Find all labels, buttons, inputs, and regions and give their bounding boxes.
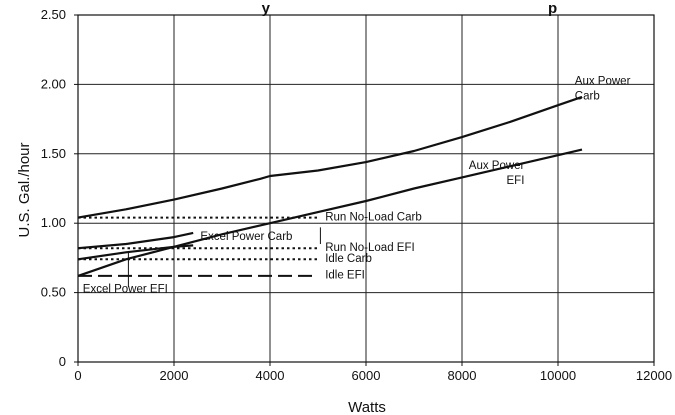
x-tick-label-8000: 8000 bbox=[448, 368, 477, 383]
x-tick-label-4000: 4000 bbox=[256, 368, 285, 383]
x-tick-label-12000: 12000 bbox=[636, 368, 672, 383]
y-tick-label-5: 2.50 bbox=[41, 7, 66, 22]
annotation-idle-efi: Idle EFI bbox=[325, 270, 365, 282]
y-tick-label-2: 1.00 bbox=[41, 215, 66, 230]
x-tick-label-2000: 2000 bbox=[160, 368, 189, 383]
series-aux-power-carb bbox=[77, 95, 583, 219]
series-excel-power-carb bbox=[77, 231, 194, 250]
chart-title-fragment: p bbox=[548, 0, 557, 17]
annotation-excel-carb: Excel Power Carb bbox=[200, 231, 292, 243]
grid bbox=[78, 15, 654, 362]
y-tick-label-3: 1.50 bbox=[41, 146, 66, 161]
series-group bbox=[77, 95, 583, 277]
x-axis-label: Watts bbox=[348, 399, 386, 415]
y-axis-ticks: 0 0.50 1.00 1.50 2.00 2.50 bbox=[41, 7, 78, 369]
y-tick-label-1: 0.50 bbox=[41, 285, 66, 300]
annotation-aux-efi: Aux Power EFI bbox=[469, 160, 525, 187]
annotation-excel-efi: Excel Power EFI bbox=[83, 284, 168, 296]
series-excel-power-efi bbox=[77, 244, 194, 261]
annotation-aux-carb: Aux Power Carb bbox=[575, 75, 631, 102]
y-tick-label-0: 0 bbox=[59, 354, 66, 369]
annotation-idle-carb: Idle Carb bbox=[325, 253, 372, 265]
annotations: Aux Power Carb Aux Power EFI Run No-Load Car… bbox=[83, 75, 631, 295]
annotation-run-noload-carb: Run No-Load Carb bbox=[325, 211, 422, 223]
chart-title: y bbox=[262, 0, 271, 17]
y-tick-label-4: 2.00 bbox=[41, 76, 66, 91]
x-tick-label-6000: 6000 bbox=[352, 368, 381, 383]
x-tick-label-10000: 10000 bbox=[540, 368, 576, 383]
x-tick-label-0: 0 bbox=[74, 368, 81, 383]
annotation-run-noload-efi: Run No-Load EFI bbox=[325, 242, 415, 254]
leader-lines bbox=[127, 227, 321, 288]
y-axis-label: U.S. Gal./hour bbox=[16, 142, 33, 237]
x-axis-ticks: 0 2000 4000 6000 8000 10000 12000 bbox=[74, 362, 672, 383]
